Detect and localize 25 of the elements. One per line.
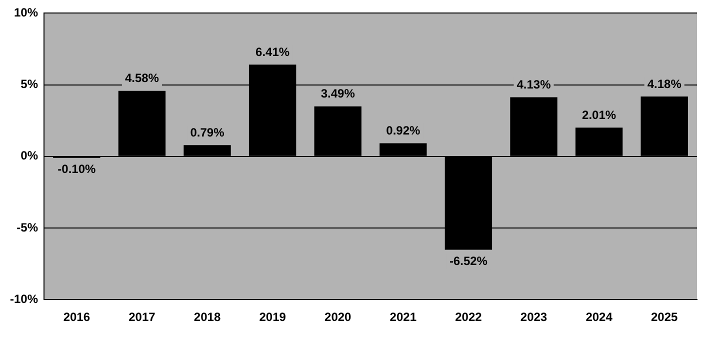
x-tick-label: 2023	[520, 310, 548, 324]
y-tick-label: -10%	[10, 292, 38, 306]
data-label: 6.41%	[256, 44, 290, 59]
y-tick-label: 5%	[20, 77, 38, 92]
x-tick-label: 2021	[390, 310, 417, 324]
x-tick-label: 2024	[586, 310, 613, 324]
data-label: 2.01%	[582, 108, 616, 122]
x-tick-label: 2025	[651, 310, 678, 324]
data-label: 0.92%	[386, 124, 420, 138]
x-tick-label: 2016	[63, 310, 90, 324]
data-label: 0.79%	[190, 125, 225, 140]
data-label: 4.13%	[516, 78, 552, 92]
x-tick-label: 2020	[324, 310, 352, 324]
data-label: -0.10%	[58, 162, 96, 176]
data-label: 3.49%	[320, 86, 356, 101]
x-tick-label: 2019	[259, 310, 286, 324]
x-tick-label: 2017	[128, 310, 156, 324]
data-label: 4.18%	[647, 76, 682, 91]
x-tick-label: 2022	[455, 310, 482, 324]
x-tick-label: 2018	[194, 310, 221, 324]
y-tick-label: -5%	[16, 220, 38, 234]
data-label: -6.52%	[449, 254, 488, 268]
y-tick-label: 10%	[14, 6, 38, 20]
y-tick-label: 0%	[20, 148, 38, 163]
data-label: 4.58%	[124, 71, 160, 86]
